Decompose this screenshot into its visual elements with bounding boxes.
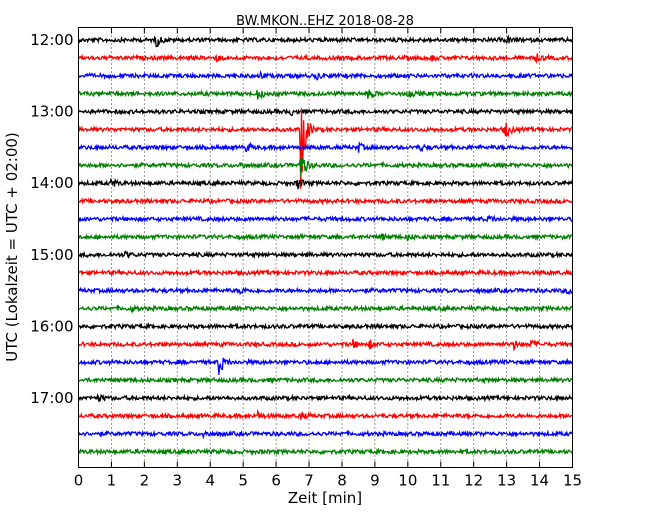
x-tick-label: 6 — [271, 472, 281, 490]
x-tick-label: 14 — [530, 472, 549, 490]
x-tick-label: 9 — [370, 472, 380, 490]
trace-1530 — [78, 286, 574, 296]
x-tick-label: 13 — [497, 472, 516, 490]
plot-frame — [78, 27, 573, 468]
trace-1215 — [77, 53, 573, 64]
trace-1745 — [78, 447, 574, 456]
y-tick-label: 13:00 — [30, 103, 73, 121]
trace-1230 — [77, 70, 574, 81]
trace-1330 — [77, 140, 573, 153]
grid-lines — [111, 27, 540, 468]
trace-1400 — [77, 177, 574, 190]
x-axis-label: Zeit [min] — [288, 489, 362, 507]
x-tick-label: 0 — [74, 472, 84, 490]
trace-1545 — [78, 303, 573, 314]
seismogram-traces — [77, 34, 574, 456]
trace-1600 — [78, 322, 574, 331]
trace-1200 — [77, 34, 574, 48]
x-tick-label: 1 — [107, 472, 117, 490]
trace-1500 — [78, 250, 574, 260]
trace-1300 — [78, 107, 574, 117]
trace-1345 — [77, 157, 574, 177]
x-tick-label: 5 — [238, 472, 248, 490]
x-tick-label: 12 — [464, 472, 483, 490]
x-tick-label: 4 — [205, 472, 215, 490]
x-tick-label: 11 — [431, 472, 450, 490]
trace-1315 — [77, 108, 573, 189]
y-tick-label: 15:00 — [30, 246, 73, 264]
trace-1445 — [77, 232, 573, 242]
x-tick-label: 10 — [398, 472, 417, 490]
trace-1700 — [78, 393, 573, 403]
x-tick-label: 8 — [337, 472, 347, 490]
trace-1645 — [78, 375, 573, 385]
y-tick-label: 17:00 — [30, 389, 73, 407]
trace-1415 — [77, 196, 574, 206]
trace-1245 — [77, 89, 574, 100]
trace-1715 — [77, 408, 573, 421]
trace-1515 — [78, 268, 573, 278]
y-tick-label: 14:00 — [30, 174, 73, 192]
trace-1615 — [77, 338, 574, 352]
axis-ticks: 0 1 2 3 4 5 6 7 8 9 10 11 12 13 14 1512:0013:0014:0015:… — [30, 27, 582, 490]
chart-title: BW.MKON..EHZ 2018-08-28 — [236, 14, 414, 29]
trace-1630 — [78, 357, 573, 375]
x-tick-label: 7 — [304, 472, 314, 490]
trace-1430 — [77, 214, 573, 224]
x-tick-label: 3 — [173, 472, 183, 490]
y-tick-label: 16:00 — [30, 317, 73, 335]
y-tick-label: 12:00 — [30, 31, 73, 49]
y-axis-label: UTC (Lokalzeit = UTC + 02:00) — [3, 132, 21, 362]
trace-1730 — [78, 429, 574, 440]
x-tick-label: 15 — [563, 472, 582, 490]
x-tick-label: 2 — [140, 472, 150, 490]
